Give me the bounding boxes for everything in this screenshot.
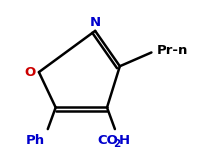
Text: Pr-n: Pr-n <box>156 44 188 57</box>
Text: H: H <box>119 134 130 147</box>
Text: O: O <box>25 66 36 79</box>
Text: 2: 2 <box>113 139 120 149</box>
Text: CO: CO <box>97 134 118 147</box>
Text: N: N <box>90 16 101 29</box>
Text: Ph: Ph <box>26 134 45 147</box>
